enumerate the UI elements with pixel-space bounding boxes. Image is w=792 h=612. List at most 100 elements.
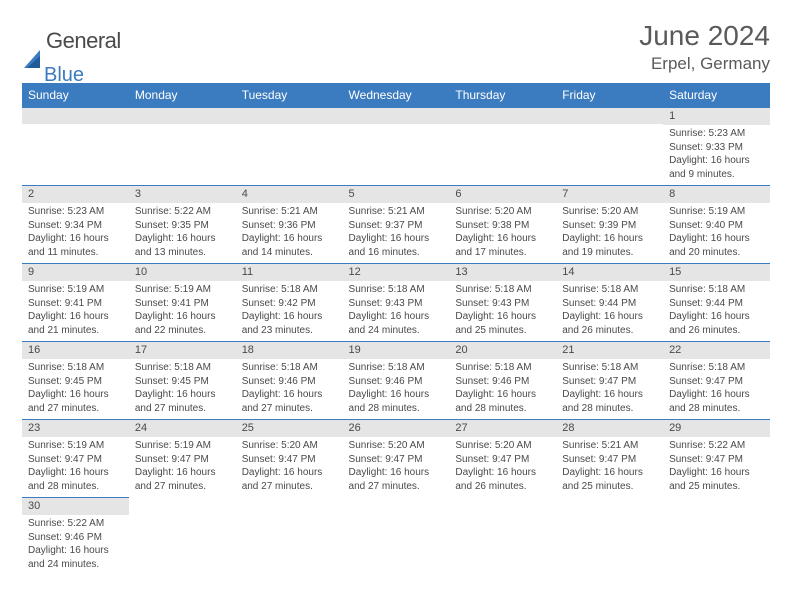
daylight-text: Daylight: 16 hours	[349, 311, 430, 322]
sunset-text: Sunset: 9:46 PM	[455, 376, 529, 387]
daylight-text-2: and 26 minutes.	[562, 325, 633, 336]
sunrise-text: Sunrise: 5:23 AM	[669, 128, 745, 139]
daylight-text-2: and 17 minutes.	[455, 247, 526, 258]
daylight-text: Daylight: 16 hours	[28, 467, 109, 478]
sunset-text: Sunset: 9:46 PM	[349, 376, 423, 387]
day-details: Sunrise: 5:20 AMSunset: 9:39 PMDaylight:…	[556, 203, 663, 261]
week-row: 1Sunrise: 5:23 AMSunset: 9:33 PMDaylight…	[22, 108, 770, 186]
day-details: Sunrise: 5:23 AMSunset: 9:33 PMDaylight:…	[663, 125, 770, 183]
day-cell	[556, 108, 663, 186]
brand-logo: General Blue	[22, 20, 121, 77]
day-details: Sunrise: 5:18 AMSunset: 9:43 PMDaylight:…	[449, 281, 556, 339]
daylight-text-2: and 9 minutes.	[669, 169, 735, 180]
day-cell: 4Sunrise: 5:21 AMSunset: 9:36 PMDaylight…	[236, 186, 343, 264]
sunset-text: Sunset: 9:35 PM	[135, 220, 209, 231]
sunset-text: Sunset: 9:47 PM	[669, 376, 743, 387]
day-cell: 5Sunrise: 5:21 AMSunset: 9:37 PMDaylight…	[343, 186, 450, 264]
sunrise-text: Sunrise: 5:18 AM	[669, 284, 745, 295]
sunset-text: Sunset: 9:45 PM	[135, 376, 209, 387]
daylight-text: Daylight: 16 hours	[242, 389, 323, 400]
day-cell: 26Sunrise: 5:20 AMSunset: 9:47 PMDayligh…	[343, 420, 450, 498]
calendar-table: SundayMondayTuesdayWednesdayThursdayFrid…	[22, 83, 770, 576]
daylight-text: Daylight: 16 hours	[669, 311, 750, 322]
sunrise-text: Sunrise: 5:18 AM	[349, 362, 425, 373]
header: General Blue June 2024 Erpel, Germany	[22, 20, 770, 77]
day-cell: 12Sunrise: 5:18 AMSunset: 9:43 PMDayligh…	[343, 264, 450, 342]
daylight-text-2: and 28 minutes.	[28, 481, 99, 492]
daylight-text: Daylight: 16 hours	[455, 467, 536, 478]
week-row: 9Sunrise: 5:19 AMSunset: 9:41 PMDaylight…	[22, 264, 770, 342]
day-number: 25	[236, 420, 343, 437]
day-number: 18	[236, 342, 343, 359]
sunrise-text: Sunrise: 5:21 AM	[349, 206, 425, 217]
daylight-text-2: and 21 minutes.	[28, 325, 99, 336]
brand-right: Blue	[44, 64, 84, 86]
sunrise-text: Sunrise: 5:19 AM	[669, 206, 745, 217]
day-cell	[129, 108, 236, 186]
day-details: Sunrise: 5:19 AMSunset: 9:47 PMDaylight:…	[129, 437, 236, 495]
sunset-text: Sunset: 9:41 PM	[135, 298, 209, 309]
day-number: 30	[22, 498, 129, 515]
day-cell	[236, 108, 343, 186]
daylight-text-2: and 28 minutes.	[669, 403, 740, 414]
day-cell: 1Sunrise: 5:23 AMSunset: 9:33 PMDaylight…	[663, 108, 770, 186]
day-details: Sunrise: 5:18 AMSunset: 9:47 PMDaylight:…	[556, 359, 663, 417]
day-details: Sunrise: 5:19 AMSunset: 9:41 PMDaylight:…	[22, 281, 129, 339]
sunrise-text: Sunrise: 5:18 AM	[242, 284, 318, 295]
daylight-text-2: and 19 minutes.	[562, 247, 633, 258]
day-cell	[236, 498, 343, 576]
day-details: Sunrise: 5:22 AM Sunset: 9:35 PM Daylight:…	[129, 203, 236, 261]
sunrise-text: Sunrise: 5:18 AM	[562, 284, 638, 295]
daylight-text: Daylight: 16 hours	[135, 233, 216, 244]
day-details: Sunrise: 5:20 AMSunset: 9:38 PMDaylight:…	[449, 203, 556, 261]
sunrise-text: Sunrise: 5:21 AM	[242, 206, 318, 217]
day-cell: 20Sunrise: 5:18 AMSunset: 9:46 PMDayligh…	[449, 342, 556, 420]
sunrise-text: Sunrise: 5:18 AM	[349, 284, 425, 295]
daylight-text: Daylight: 16 hours	[669, 155, 750, 166]
daylight-text: Daylight: 16 hours	[135, 389, 216, 400]
sunrise-text: Sunrise: 5:20 AM	[455, 206, 531, 217]
day-cell: 13Sunrise: 5:18 AMSunset: 9:43 PMDayligh…	[449, 264, 556, 342]
day-details: Sunrise: 5:18 AMSunset: 9:46 PMDaylight:…	[236, 359, 343, 417]
brand-left: General	[46, 28, 121, 53]
sunrise-text: Sunrise: 5:19 AM	[135, 284, 211, 295]
day-header: Wednesday	[343, 83, 450, 108]
daylight-text: Daylight: 16 hours	[28, 545, 109, 556]
day-header: Thursday	[449, 83, 556, 108]
daylight-text-2: and 27 minutes.	[135, 481, 206, 492]
sunset-text: Sunset: 9:47 PM	[669, 454, 743, 465]
daylight-text-2: and 20 minutes.	[669, 247, 740, 258]
sunrise-text: Sunrise: 5:22 AM	[135, 206, 211, 217]
day-details: Sunrise: 5:18 AMSunset: 9:44 PMDaylight:…	[663, 281, 770, 339]
day-number: 27	[449, 420, 556, 437]
sunset-text: Sunset: 9:43 PM	[349, 298, 423, 309]
daylight-text-2: and 25 minutes.	[562, 481, 633, 492]
sunset-text: Sunset: 9:44 PM	[562, 298, 636, 309]
day-number: 20	[449, 342, 556, 359]
empty-day-bar	[556, 108, 663, 124]
sunset-text: Sunset: 9:34 PM	[28, 220, 102, 231]
page-title: June 2024	[639, 20, 770, 52]
day-cell	[556, 498, 663, 576]
daylight-text-2: and 22 minutes.	[135, 325, 206, 336]
day-number: 4	[236, 186, 343, 203]
day-number: 23	[22, 420, 129, 437]
day-number: 1	[663, 108, 770, 125]
daylight-text-2: and 13 minutes.	[135, 247, 206, 258]
day-details: Sunrise: 5:18 AM Sunset: 9:43 PM Daylight:…	[343, 281, 450, 339]
day-header-row: SundayMondayTuesdayWednesdayThursdayFrid…	[22, 83, 770, 108]
sunset-text: Sunset: 9:47 PM	[242, 454, 316, 465]
day-cell	[343, 108, 450, 186]
day-details: Sunrise: 5:21 AMSunset: 9:36 PMDaylight:…	[236, 203, 343, 261]
day-details: Sunrise: 5:18 AMSunset: 9:44 PMDaylight:…	[556, 281, 663, 339]
daylight-text: Daylight: 16 hours	[349, 233, 430, 244]
empty-day-bar	[343, 108, 450, 124]
day-header: Tuesday	[236, 83, 343, 108]
day-cell: 17Sunrise: 5:18 AMSunset: 9:45 PMDayligh…	[129, 342, 236, 420]
day-details: Sunrise: 5:20 AMSunset: 9:47 PMDaylight:…	[449, 437, 556, 495]
daylight-text: Daylight: 16 hours	[349, 389, 430, 400]
day-cell: 22Sunrise: 5:18 AMSunset: 9:47 PMDayligh…	[663, 342, 770, 420]
logo-sail-icon	[22, 48, 44, 75]
empty-day-bar	[236, 108, 343, 124]
week-row: 23Sunrise: 5:19 AMSunset: 9:47 PMDayligh…	[22, 420, 770, 498]
